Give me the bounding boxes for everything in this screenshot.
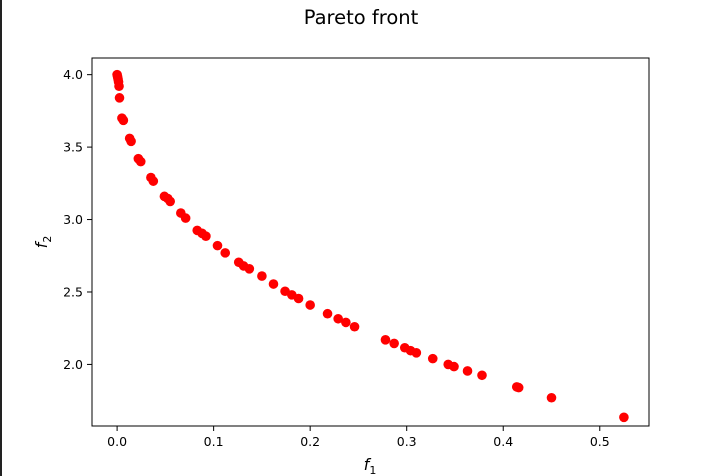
- axes-frame: [91, 57, 650, 427]
- data-point: [212, 240, 223, 251]
- data-point: [349, 321, 360, 332]
- data-point: [268, 279, 279, 289]
- x-tick-label: 0.1: [204, 434, 224, 449]
- y-axis-ticks: 2.0 2.5 3.0 3.5 4.0: [63, 67, 92, 372]
- x-tick-label: 0.4: [493, 434, 513, 449]
- data-point: [513, 382, 524, 393]
- plot-area: 0.0 0.1 0.2 0.3 0.4 0.5 2.0 2.5 3.0 3.5 4.0: [63, 57, 650, 449]
- y-axis-label-subscript: 2: [41, 236, 54, 243]
- x-tick-label: 0.2: [300, 434, 320, 449]
- data-point: [427, 353, 438, 364]
- data-point: [244, 264, 255, 274]
- y-axis-label-main: f: [32, 240, 51, 248]
- window-edge: [0, 0, 2, 476]
- data-point: [126, 136, 136, 147]
- x-axis-label-subscript: 1: [369, 464, 376, 476]
- x-axis-label-main: f: [364, 455, 372, 474]
- data-point: [619, 412, 629, 423]
- data-point: [477, 370, 487, 381]
- x-axis-ticks: 0.0 0.1 0.2 0.3 0.4 0.5: [107, 426, 610, 449]
- data-point: [293, 293, 304, 304]
- y-tick-label: 4.0: [63, 67, 83, 82]
- data-point: [462, 366, 473, 376]
- data-point: [114, 93, 125, 103]
- y-axis-label: f2: [32, 236, 54, 249]
- data-point: [389, 338, 399, 349]
- data-point: [118, 115, 129, 126]
- data-point: [257, 271, 267, 281]
- chart-title: Pareto front: [304, 6, 419, 29]
- x-tick-label: 0.3: [397, 434, 417, 449]
- data-point: [546, 392, 557, 403]
- x-tick-label: 0.0: [107, 434, 127, 449]
- x-axis-label: f1: [364, 455, 377, 476]
- y-tick-label: 3.0: [63, 212, 83, 227]
- y-tick-label: 2.5: [63, 284, 83, 299]
- data-point: [341, 317, 351, 328]
- data-point: [148, 176, 159, 186]
- y-tick-label: 2.0: [63, 357, 83, 372]
- y-tick-label: 3.5: [63, 140, 83, 155]
- data-point: [201, 231, 211, 241]
- data-point: [135, 156, 146, 167]
- data-point: [220, 248, 231, 258]
- x-tick-label: 0.5: [590, 434, 610, 449]
- data-point: [411, 348, 422, 358]
- data-point: [180, 213, 191, 223]
- data-point: [322, 308, 333, 319]
- data-point: [305, 300, 315, 310]
- data-point: [449, 361, 459, 372]
- data-point: [114, 81, 124, 92]
- data-points: [112, 69, 629, 423]
- data-point: [333, 313, 343, 324]
- data-point: [380, 335, 391, 345]
- data-point: [165, 196, 175, 207]
